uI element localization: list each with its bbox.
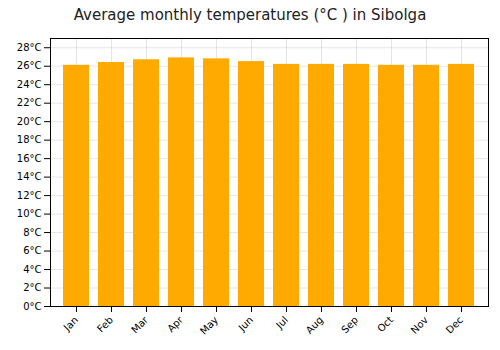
svg-text:24°C: 24°C <box>17 79 42 90</box>
svg-text:22°C: 22°C <box>17 97 42 108</box>
svg-text:20°C: 20°C <box>17 116 42 127</box>
svg-text:Jan: Jan <box>61 314 80 333</box>
svg-text:Jul: Jul <box>273 314 290 331</box>
svg-text:Aug: Aug <box>304 314 326 336</box>
svg-text:6°C: 6°C <box>23 245 41 256</box>
svg-text:28°C: 28°C <box>17 42 42 53</box>
svg-text:Jun: Jun <box>236 314 256 334</box>
svg-text:Feb: Feb <box>95 314 115 334</box>
svg-text:2°C: 2°C <box>23 282 41 293</box>
svg-text:May: May <box>198 314 220 336</box>
svg-text:Sep: Sep <box>339 314 360 335</box>
svg-text:4°C: 4°C <box>23 264 41 275</box>
svg-text:Dec: Dec <box>444 314 465 335</box>
html-text:Average monthly temperatures (: Average monthly temperatures (°C ) in Si… <box>73 6 427 24</box>
svg-text:8°C: 8°C <box>23 227 41 238</box>
svg-text:26°C: 26°C <box>17 60 42 71</box>
svg-text:10°C: 10°C <box>17 208 42 219</box>
svg-text:Oct: Oct <box>375 314 395 334</box>
svg-text:Mar: Mar <box>129 314 151 336</box>
svg-text:18°C: 18°C <box>17 134 42 145</box>
svg-text:16°C: 16°C <box>17 153 42 164</box>
svg-text:0°C: 0°C <box>23 301 41 312</box>
svg-text:Nov: Nov <box>409 314 431 336</box>
svg-text:12°C: 12°C <box>17 190 42 201</box>
svg-text:Apr: Apr <box>165 314 186 335</box>
svg-text:14°C: 14°C <box>17 171 42 182</box>
